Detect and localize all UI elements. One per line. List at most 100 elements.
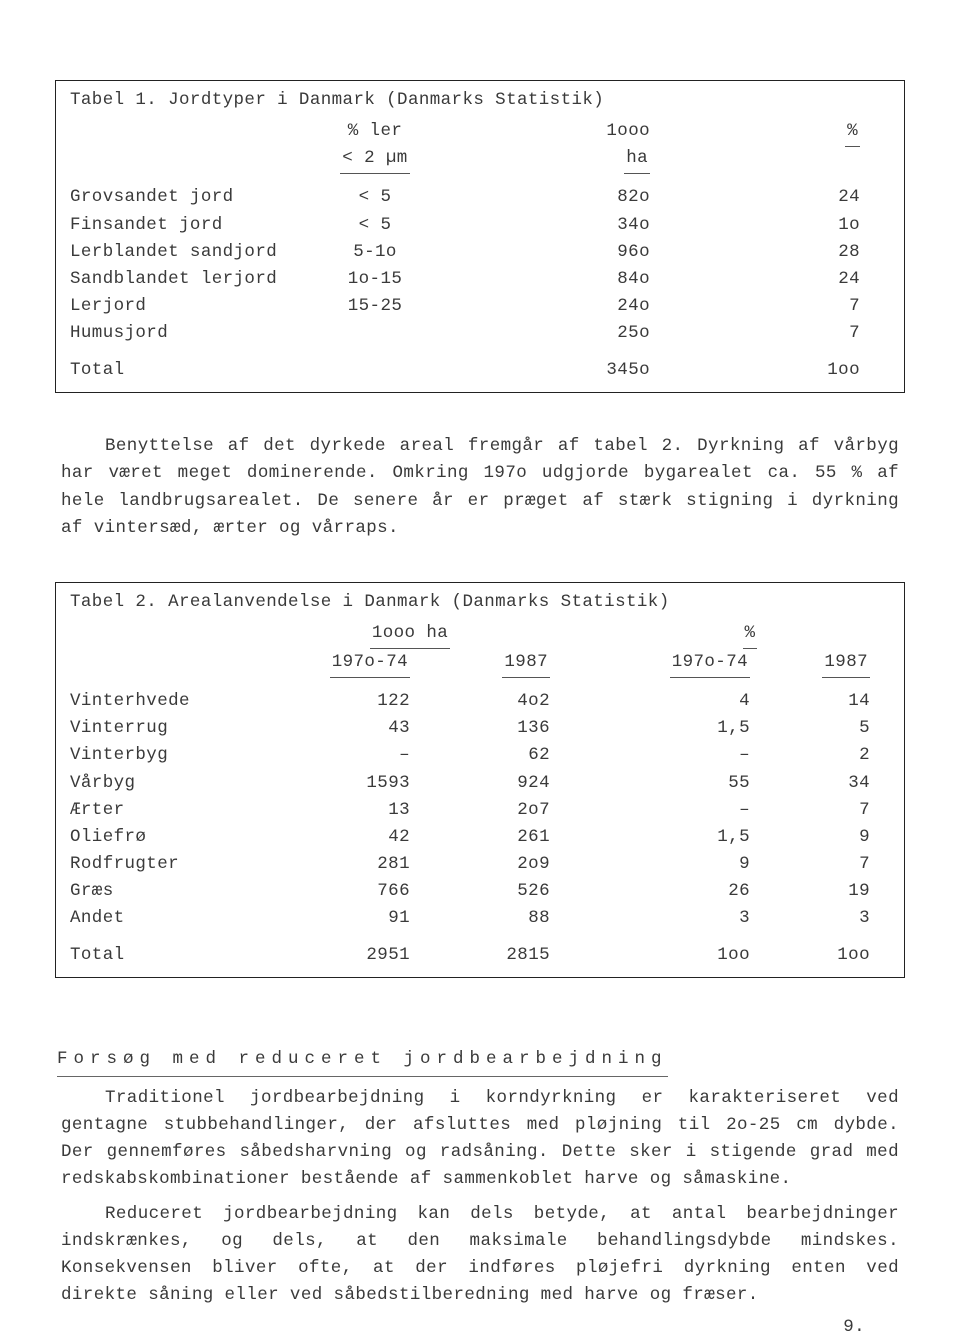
table-2-row: Ærter132o7–7: [70, 797, 890, 824]
table-2-row: Vinterbyg–62–2: [70, 742, 890, 769]
table-2-row: Rodfrugter2812o9 97: [70, 851, 890, 878]
t2-cell-ha87: 4o2: [410, 688, 550, 715]
col-pct-header: %: [690, 118, 860, 174]
t2-cell-ha74: 766: [270, 878, 410, 905]
t2-cell-ha74: 122: [270, 688, 410, 715]
hdr-ha74: 197o-74: [270, 649, 410, 678]
t1-cell-pct: 1o: [690, 212, 860, 239]
t2-cell-p87: 19: [750, 878, 870, 905]
t1-cell-name: Humusjord: [70, 320, 300, 347]
t1-cell-ler: < 5: [300, 184, 450, 211]
table-2-row: Oliefrø422611,59: [70, 824, 890, 851]
t1-cell-ler: 15-25: [300, 293, 450, 320]
t1-cell-ler: 5-1o: [300, 239, 450, 266]
t2-cell-p87: 7: [750, 797, 870, 824]
col-ler-header: % ler < 2 µm: [300, 118, 450, 174]
table-1-row: Humusjord 25o7: [70, 320, 890, 347]
document-page: Tabel 1. Jordtyper i Danmark (Danmarks S…: [55, 80, 905, 1341]
t2-cell-ha87: 88: [410, 905, 550, 932]
group-ha-label: 1ooo ha: [370, 620, 450, 649]
t1-cell-ha: 82o: [450, 184, 690, 211]
t2-cell-p74: 9: [630, 851, 750, 878]
t1-cell-name: Lerjord: [70, 293, 300, 320]
t1-cell-name: Finsandet jord: [70, 212, 300, 239]
t2-cell-name: Ærter: [70, 797, 270, 824]
table-1-header-row: % ler < 2 µm 1ooo ha %: [70, 118, 890, 174]
t2-cell-p87: 9: [750, 824, 870, 851]
t2-cell-name: Vinterrug: [70, 715, 270, 742]
t2-total-ha74: 2951: [270, 942, 410, 969]
t2-cell-ha74: –: [270, 742, 410, 769]
t2-cell-p87: 34: [750, 770, 870, 797]
table-2-row: Vårbyg15939245534: [70, 770, 890, 797]
t1-cell-name: Lerblandet sandjord: [70, 239, 300, 266]
paragraph-1: Benyttelse af det dyrkede areal fremgår …: [55, 433, 905, 542]
table-2: Tabel 2. Arealanvendelse i Danmark (Danm…: [55, 582, 905, 979]
t1-cell-ha: 34o: [450, 212, 690, 239]
t2-cell-ha87: 2o7: [410, 797, 550, 824]
col-name-header: [70, 118, 300, 174]
ha-line2: ha: [624, 145, 650, 174]
table-1-row: Sandblandet lerjord1o-1584o24: [70, 266, 890, 293]
t1-cell-pct: 28: [690, 239, 860, 266]
total-pct: 1oo: [690, 357, 860, 384]
t2-cell-ha87: 2o9: [410, 851, 550, 878]
group-pct-label: %: [743, 620, 758, 649]
total-name: Total: [70, 357, 300, 384]
table-1: Tabel 1. Jordtyper i Danmark (Danmarks S…: [55, 80, 905, 393]
t2-cell-name: Vårbyg: [70, 770, 270, 797]
t1-cell-pct: 7: [690, 293, 860, 320]
t1-cell-pct: 7: [690, 320, 860, 347]
table-1-row: Finsandet jord< 534o1o: [70, 212, 890, 239]
t2-cell-p87: 5: [750, 715, 870, 742]
table-1-row: Grovsandet jord< 582o24: [70, 184, 890, 211]
hdr-p87: 1987: [750, 649, 870, 678]
t2-cell-p74: 26: [630, 878, 750, 905]
t2-total-p74: 1oo: [630, 942, 750, 969]
t1-cell-pct: 24: [690, 266, 860, 293]
pct-hdr: %: [845, 118, 860, 147]
t1-cell-name: Grovsandet jord: [70, 184, 300, 211]
t1-cell-ha: 84o: [450, 266, 690, 293]
group-ha: 1ooo ha: [270, 620, 550, 649]
t1-cell-ha: 24o: [450, 293, 690, 320]
ler-line2: < 2 µm: [340, 145, 409, 174]
t2-cell-name: Oliefrø: [70, 824, 270, 851]
table-2-row: Vinterhvede1224o2 414: [70, 688, 890, 715]
t2-cell-ha74: 13: [270, 797, 410, 824]
table-2-total-row: Total 2951 2815 1oo 1oo: [70, 942, 890, 969]
ha-line1: 1ooo: [606, 121, 650, 141]
t2-total-ha87: 2815: [410, 942, 550, 969]
t1-cell-ha: 96o: [450, 239, 690, 266]
t2-total-p87: 1oo: [750, 942, 870, 969]
t2-cell-p74: –: [630, 742, 750, 769]
t1-cell-ha: 25o: [450, 320, 690, 347]
t2-cell-name: Andet: [70, 905, 270, 932]
t2-cell-ha74: 281: [270, 851, 410, 878]
t2-cell-p74: 4: [630, 688, 750, 715]
table-2-group-row: 1ooo ha %: [70, 620, 890, 649]
t2-cell-p87: 7: [750, 851, 870, 878]
table-2-caption: Tabel 2. Arealanvendelse i Danmark (Danm…: [70, 589, 890, 616]
table-1-total-row: Total 345o 1oo: [70, 357, 890, 384]
table-2-row: Græs7665262619: [70, 878, 890, 905]
t2-cell-p74: 1,5: [630, 715, 750, 742]
total-ler: [300, 357, 450, 384]
ler-line1: % ler: [348, 121, 403, 141]
t2-cell-name: Rodfrugter: [70, 851, 270, 878]
hdr-ha87: 1987: [410, 649, 550, 678]
table-2-row: Andet918833: [70, 905, 890, 932]
t2-cell-ha74: 43: [270, 715, 410, 742]
t2-cell-ha87: 136: [410, 715, 550, 742]
table-1-row: Lerjord15-2524o7: [70, 293, 890, 320]
table-1-caption: Tabel 1. Jordtyper i Danmark (Danmarks S…: [70, 87, 890, 114]
t2-cell-name: Vinterhvede: [70, 688, 270, 715]
col-ha-header: 1ooo ha: [450, 118, 690, 174]
t1-cell-name: Sandblandet lerjord: [70, 266, 300, 293]
t2-cell-p87: 2: [750, 742, 870, 769]
t2-cell-ha74: 1593: [270, 770, 410, 797]
t2-cell-ha87: 924: [410, 770, 550, 797]
t1-cell-pct: 24: [690, 184, 860, 211]
table-2-row: Vinterrug43136 1,55: [70, 715, 890, 742]
t2-cell-p87: 14: [750, 688, 870, 715]
